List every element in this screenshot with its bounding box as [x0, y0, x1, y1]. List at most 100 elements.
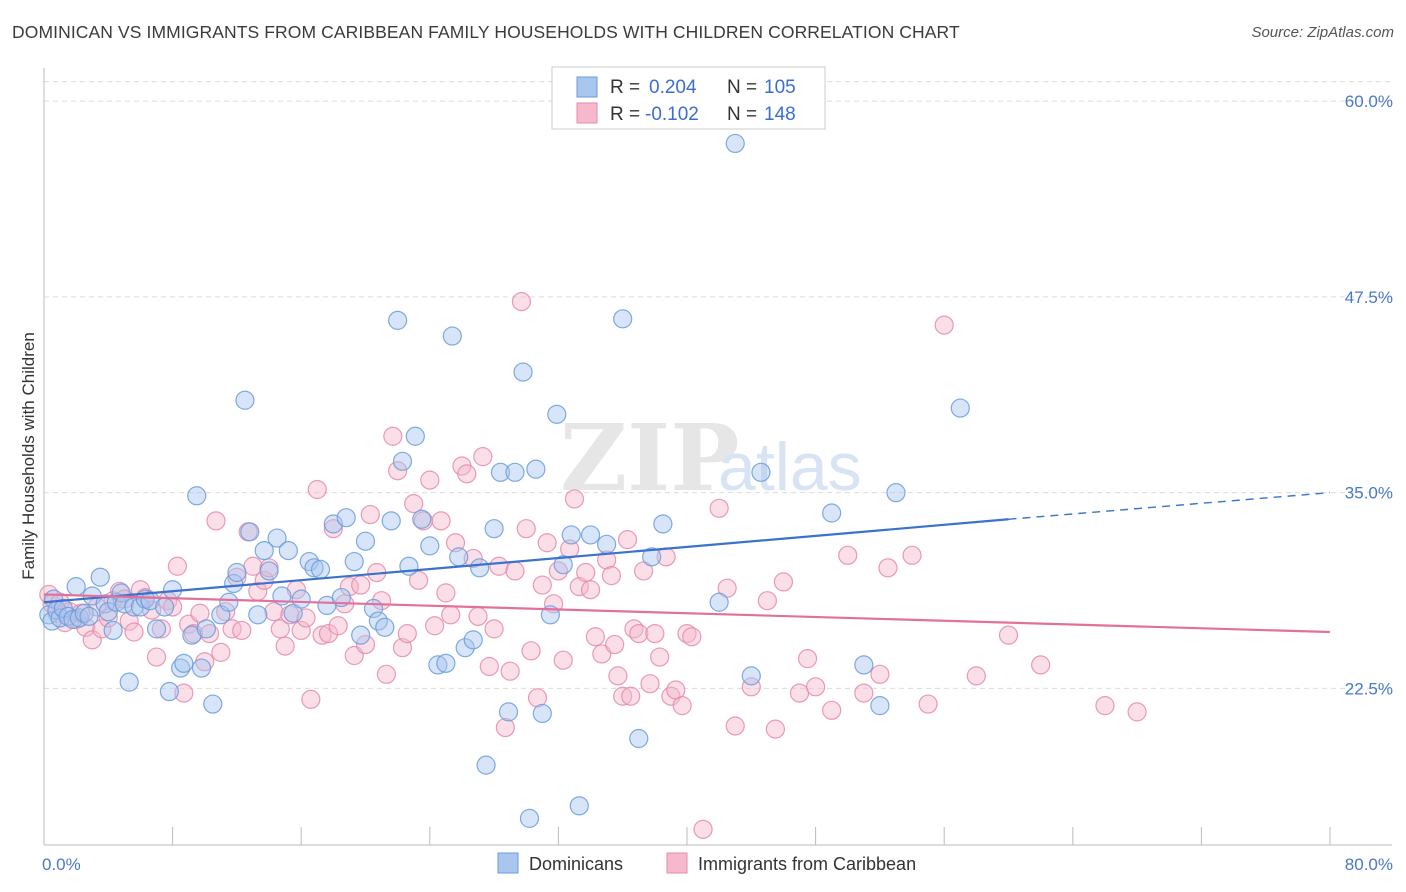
- point-caribbean: [838, 545, 858, 565]
- point-caribbean: [291, 620, 311, 641]
- point-dominicans: [484, 519, 504, 539]
- point-dominicans: [455, 638, 475, 658]
- point-caribbean: [425, 616, 445, 636]
- point-caribbean: [564, 489, 585, 509]
- point-caribbean: [682, 627, 702, 647]
- chart-source: Source: ZipAtlas.com: [1251, 24, 1394, 41]
- point-caribbean: [553, 650, 573, 670]
- series-legend-swatch-caribbean: [666, 852, 688, 874]
- y-tick-labels: 22.5% 35.0% 47.5% 60.0%: [1345, 92, 1393, 698]
- point-caribbean: [408, 570, 429, 590]
- point-dominicans: [553, 555, 573, 575]
- point-caribbean: [725, 716, 745, 736]
- point-dominicans: [428, 655, 448, 675]
- point-caribbean: [693, 819, 713, 839]
- point-dominicans: [725, 133, 745, 154]
- point-dominicans: [267, 528, 287, 548]
- point-dominicans: [886, 483, 906, 503]
- point-dominicans: [66, 577, 86, 597]
- point-caribbean: [436, 583, 456, 603]
- point-caribbean: [124, 622, 144, 642]
- point-dominicans: [219, 592, 239, 612]
- chart-title: DOMINICAN VS IMMIGRANTS FROM CARIBBEAN F…: [12, 22, 960, 42]
- y-tick-label: 60.0%: [1345, 92, 1393, 111]
- point-caribbean: [397, 623, 417, 644]
- stats-legend: R = 0.204 N = 105 R = -0.102 N = 148: [551, 66, 826, 130]
- y-axis-label: Family Households with Children: [19, 332, 38, 580]
- point-dominicans: [532, 703, 552, 724]
- point-dominicans: [490, 462, 511, 482]
- point-caribbean: [1127, 702, 1147, 722]
- point-dominicans: [187, 486, 207, 506]
- point-dominicans: [240, 522, 260, 542]
- point-dominicans: [191, 658, 212, 678]
- axes: [43, 68, 1392, 846]
- point-caribbean: [383, 426, 403, 446]
- point-caribbean: [709, 498, 729, 518]
- x-tick-label: 80.0%: [1345, 855, 1393, 874]
- points-layer: [39, 133, 1147, 839]
- point-caribbean: [878, 558, 898, 578]
- point-dominicans: [63, 609, 83, 630]
- point-dominicans: [854, 655, 874, 675]
- point-caribbean: [146, 647, 167, 667]
- point-dominicans: [235, 390, 255, 410]
- point-caribbean: [206, 511, 226, 531]
- point-dominicans: [470, 558, 490, 578]
- point-dominicans: [526, 459, 546, 479]
- point-caribbean: [576, 562, 596, 583]
- watermark: ZIP atlas: [560, 404, 862, 512]
- trend-line-dominicans: [43, 518, 1009, 604]
- point-caribbean: [404, 494, 424, 514]
- watermark-atlas: atlas: [718, 429, 862, 505]
- point-dominicans: [388, 310, 408, 330]
- point-caribbean: [580, 580, 601, 600]
- point-caribbean: [966, 666, 986, 686]
- point-caribbean: [445, 533, 466, 553]
- point-caribbean: [312, 625, 332, 645]
- point-caribbean: [360, 504, 380, 525]
- point-dominicans: [597, 534, 617, 554]
- point-caribbean: [805, 677, 826, 697]
- point-caribbean: [605, 634, 625, 655]
- point-dominicans: [146, 619, 167, 639]
- point-caribbean: [585, 627, 605, 647]
- point-dominicans: [653, 514, 673, 534]
- x-tick-labels: 0.0% 80.0%: [42, 855, 1393, 874]
- point-dominicans: [310, 559, 331, 579]
- point-dominicans: [381, 511, 401, 531]
- point-caribbean: [511, 291, 532, 312]
- point-caribbean: [854, 683, 874, 703]
- point-dominicans: [182, 625, 202, 645]
- y-tick-label: 22.5%: [1345, 679, 1393, 698]
- point-caribbean: [489, 556, 509, 576]
- point-caribbean: [765, 719, 786, 739]
- stats-legend-swatch-blue: [576, 76, 598, 98]
- point-dominicans: [613, 309, 633, 329]
- point-caribbean: [468, 606, 488, 626]
- point-dominicans: [79, 606, 99, 626]
- point-dominicans: [498, 702, 519, 722]
- point-caribbean: [151, 619, 171, 639]
- point-caribbean: [500, 661, 520, 681]
- point-caribbean: [789, 683, 810, 703]
- point-caribbean: [505, 561, 525, 581]
- y-tick-label: 35.0%: [1345, 484, 1393, 503]
- stats-legend-n-value-0: 105: [764, 77, 796, 98]
- point-caribbean: [254, 570, 274, 590]
- point-dominicans: [420, 536, 440, 556]
- point-dominicans: [870, 696, 890, 716]
- point-dominicans: [709, 592, 729, 612]
- series-legend-label-caribbean: Immigrants from Caribbean: [698, 854, 916, 874]
- point-dominicans: [224, 573, 244, 594]
- point-dominicans: [159, 681, 179, 702]
- point-caribbean: [1031, 655, 1051, 675]
- point-caribbean: [484, 619, 504, 639]
- point-caribbean: [757, 591, 777, 611]
- point-dominicans: [291, 589, 311, 609]
- series-legend: Dominicans Immigrants from Caribbean: [497, 852, 916, 874]
- point-caribbean: [301, 689, 321, 709]
- stats-legend-n-label-0: N =: [727, 77, 757, 98]
- stats-legend-r-value-0: 0.204: [649, 77, 697, 98]
